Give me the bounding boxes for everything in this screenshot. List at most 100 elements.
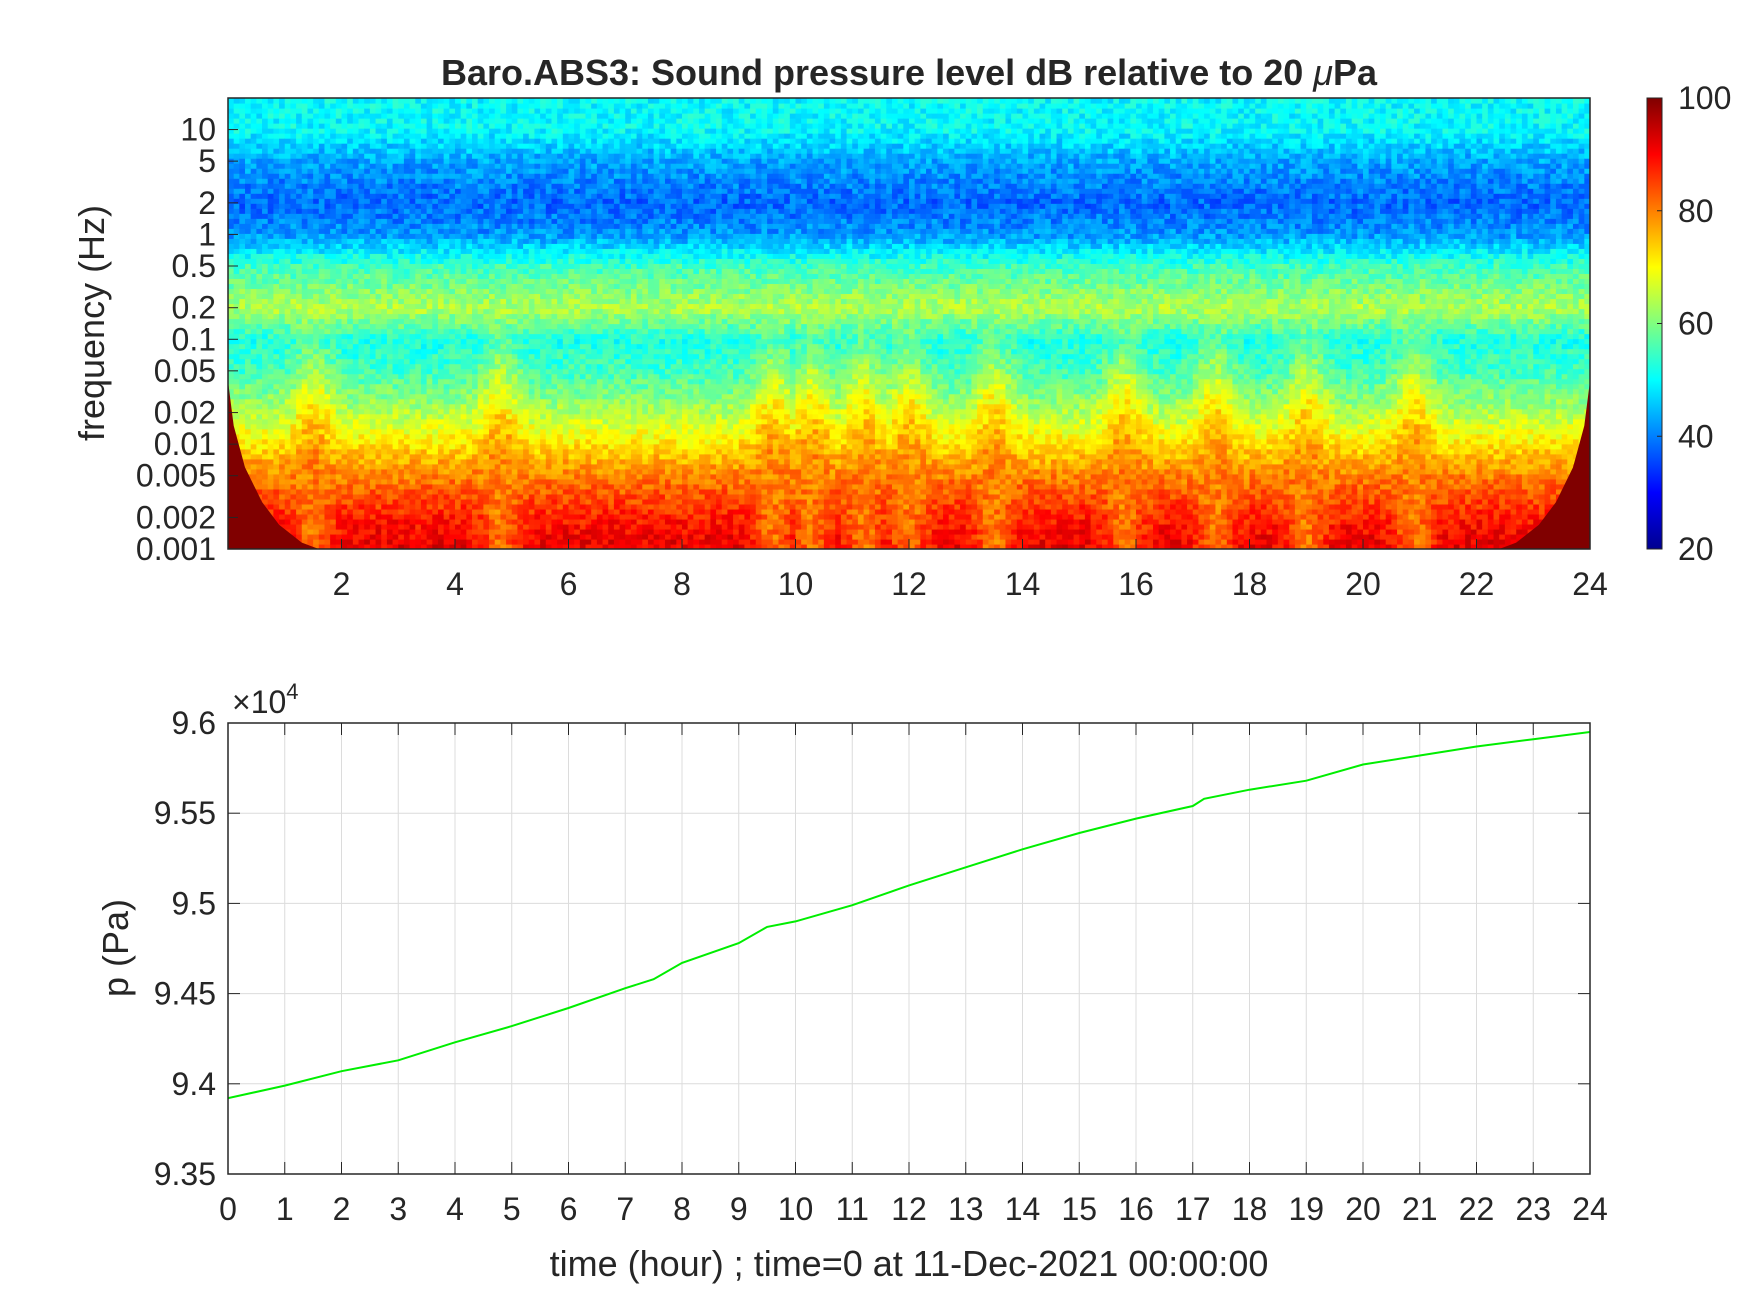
spectrogram-cell — [279, 218, 286, 224]
spectrogram-cell — [290, 328, 297, 335]
spectrogram-cell — [409, 148, 416, 154]
spectrogram-cell — [483, 528, 490, 535]
spectrogram-cell — [369, 508, 377, 515]
spectrogram-cell — [483, 358, 490, 365]
spectrogram-cell — [239, 163, 246, 169]
spectrogram-cell — [228, 128, 235, 134]
spectrogram-cell — [381, 253, 388, 259]
spectrogram-cell — [375, 478, 382, 485]
spectrogram-cell — [284, 418, 292, 425]
spectrogram-cell — [381, 538, 388, 545]
spectrogram-cell — [279, 213, 286, 219]
spectrogram-cell — [443, 253, 450, 259]
spectrogram-cell — [511, 543, 519, 549]
spectrogram-cell — [426, 483, 433, 490]
spectrogram-cell — [233, 343, 240, 350]
spectrogram-cell — [381, 173, 388, 179]
spectrogram-cell — [455, 373, 462, 380]
spectrogram-cell — [494, 348, 501, 355]
spectrogram-cell — [483, 178, 490, 184]
spectrogram-cell — [307, 238, 314, 244]
spectrogram-cell — [256, 173, 263, 179]
spectrogram-cell — [477, 193, 484, 199]
spectrogram-cell — [494, 393, 501, 400]
spectrogram-cell — [415, 508, 422, 515]
spectrogram-cell — [472, 453, 479, 460]
spectrogram-cell — [228, 173, 235, 179]
spectrogram-cell — [432, 463, 439, 470]
spectrogram-cell — [483, 183, 490, 189]
spectrogram-cell — [392, 458, 399, 465]
spectrogram-cell — [392, 193, 399, 199]
spectrogram-cell — [455, 358, 462, 365]
spectrogram-cell — [279, 253, 286, 259]
spectrogram-cell — [398, 268, 405, 274]
spectrogram-cell — [415, 433, 422, 440]
spectrogram-cell — [409, 498, 416, 505]
spectrogram-cell — [307, 218, 314, 224]
spectrogram-cell — [392, 443, 399, 450]
spectrogram-cell — [347, 388, 354, 395]
spectrogram-cell — [375, 198, 382, 204]
spectrogram-cell — [279, 283, 286, 290]
spectrogram-cell — [449, 508, 456, 515]
spectrogram-cell — [432, 428, 439, 435]
spectrogram-cell — [420, 198, 428, 204]
spectrogram-cell — [460, 473, 467, 480]
spectrogram-cell — [352, 298, 360, 305]
spectrogram-cell — [256, 413, 263, 420]
spectrogram-cell — [335, 528, 343, 535]
spectrogram-cell — [528, 403, 536, 410]
spectrogram-cell — [483, 128, 490, 134]
spectrogram-cell — [250, 273, 257, 279]
spectrogram-cell — [335, 443, 343, 450]
spectrogram-cell — [415, 298, 422, 305]
spectrogram-cell — [506, 273, 513, 279]
spectrogram-cell — [313, 358, 320, 365]
spectrogram-cell — [347, 523, 354, 530]
spectrogram-cell — [335, 468, 343, 475]
spectrogram-cell — [449, 478, 456, 485]
spectrogram-cell — [267, 393, 274, 400]
spectrogram-cell — [403, 238, 411, 244]
spectrogram-cell — [449, 383, 456, 390]
spectrogram-cell — [375, 103, 382, 109]
spectrogram-cell — [420, 123, 428, 129]
spectrogram-cell — [369, 398, 377, 405]
spectrogram-cell — [437, 198, 445, 204]
spectrogram-cell — [437, 368, 445, 375]
spectrogram-cell — [386, 463, 394, 470]
spectrogram-cell — [307, 358, 314, 365]
spectrogram-cell — [307, 423, 314, 430]
spectrogram-cell — [330, 358, 337, 365]
spectrogram-cell — [506, 208, 513, 214]
spectrogram-cell — [449, 528, 456, 535]
spectrogram-cell — [267, 308, 274, 315]
spectrogram-cell — [426, 428, 433, 435]
spectrogram-cell — [437, 383, 445, 390]
spectrogram-cell — [279, 208, 286, 214]
spectrogram-cell — [460, 463, 467, 470]
spectrogram-cell — [477, 288, 484, 295]
spectrogram-cell — [375, 408, 382, 415]
spectrogram-cell — [296, 218, 303, 224]
spectrogram-cell — [301, 468, 309, 475]
spectrogram-cell — [313, 423, 320, 430]
spectrogram-cell — [437, 248, 445, 254]
spectrogram-cell — [483, 343, 490, 350]
spectrogram-cell — [392, 183, 399, 189]
spectrogram-cell — [483, 203, 490, 209]
spectrogram-cell — [528, 413, 536, 420]
spectrogram-cell — [398, 118, 405, 124]
spectrogram-cell — [534, 503, 541, 510]
spectrogram-cell — [250, 188, 257, 194]
spectrogram-cell — [301, 118, 309, 124]
spectrogram-cell — [273, 113, 280, 119]
spectrogram-cell — [415, 238, 422, 244]
spectrogram-cell — [426, 268, 433, 274]
spectrogram-cell — [262, 248, 269, 254]
spectrogram-cell — [239, 328, 246, 335]
spectrogram-cell — [500, 278, 507, 285]
spectrogram-cell — [250, 423, 257, 430]
spectrogram-cell — [420, 203, 428, 209]
